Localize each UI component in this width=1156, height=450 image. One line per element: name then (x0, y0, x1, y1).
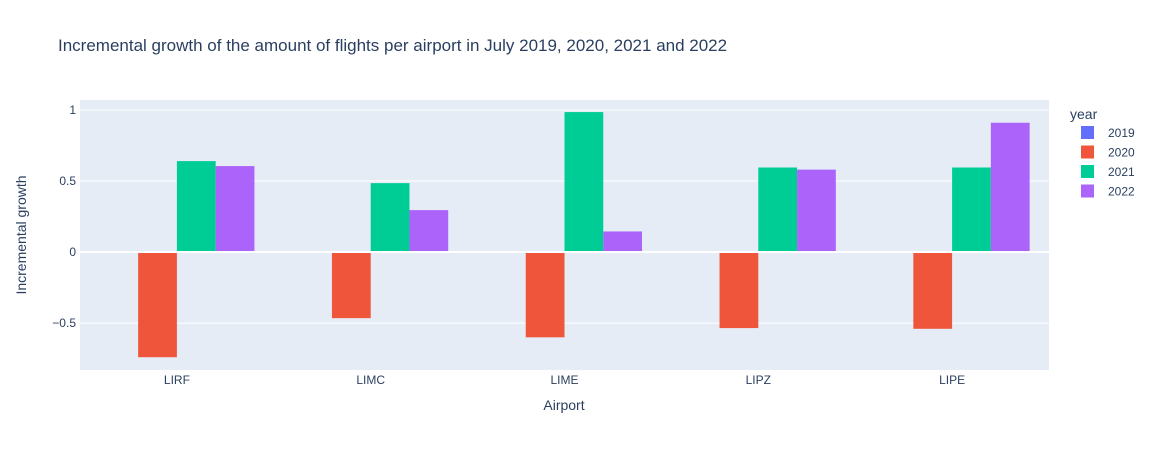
bar-2022-lirf (215, 166, 255, 253)
y-tick-label: −0.5 (52, 316, 76, 330)
bar-2022-lipe (990, 122, 1030, 253)
legend-label-2022[interactable]: 2022 (1108, 185, 1135, 199)
bar-2020-lirf (138, 252, 177, 358)
legend: year 2019 2020 2021 2022 (1070, 106, 1135, 199)
legend-swatch-2019[interactable] (1081, 126, 1094, 139)
bar-2020-lipz (719, 252, 759, 329)
legend-swatch-2020[interactable] (1081, 145, 1094, 159)
x-tick-labels: LIRF LIMC LIME LIPZ LIPE (164, 373, 965, 387)
bar-2020-lime (525, 252, 565, 338)
y-tick-label: 0.5 (59, 174, 76, 188)
y-axis-title: Incremental growth (13, 175, 29, 294)
legend-title: year (1070, 106, 1098, 122)
x-tick-label: LIPE (939, 373, 965, 387)
bar-2021-lirf (176, 161, 216, 253)
legend-swatch-2021[interactable] (1081, 165, 1094, 178)
bar-2021-lime (564, 112, 604, 253)
bar-2022-lime (603, 231, 643, 253)
legend-swatch-2022[interactable] (1081, 184, 1094, 198)
x-tick-label: LIMC (356, 373, 385, 387)
x-tick-label: LIRF (164, 373, 190, 387)
y-tick-label: 1 (69, 103, 76, 117)
bar-2020-lipe (913, 252, 953, 329)
bar-2021-limc (370, 183, 410, 253)
bar-2021-lipe (952, 167, 991, 253)
x-tick-label: LIPZ (746, 373, 771, 387)
bar-2020-limc (331, 252, 371, 319)
y-tick-labels: 1 0.5 0 −0.5 (52, 103, 76, 330)
bar-2021-lipz (758, 167, 798, 253)
legend-label-2020[interactable]: 2020 (1108, 146, 1135, 160)
chart-title: Incremental growth of the amount of flig… (58, 36, 727, 55)
legend-label-2019[interactable]: 2019 (1108, 126, 1135, 140)
bar-2022-lipz (797, 169, 836, 253)
legend-label-2021[interactable]: 2021 (1108, 165, 1135, 179)
x-tick-label: LIME (550, 373, 578, 387)
bar-2022-limc (409, 210, 449, 253)
bars (138, 112, 1030, 358)
y-tick-label: 0 (69, 245, 76, 259)
x-axis-title: Airport (543, 397, 584, 413)
